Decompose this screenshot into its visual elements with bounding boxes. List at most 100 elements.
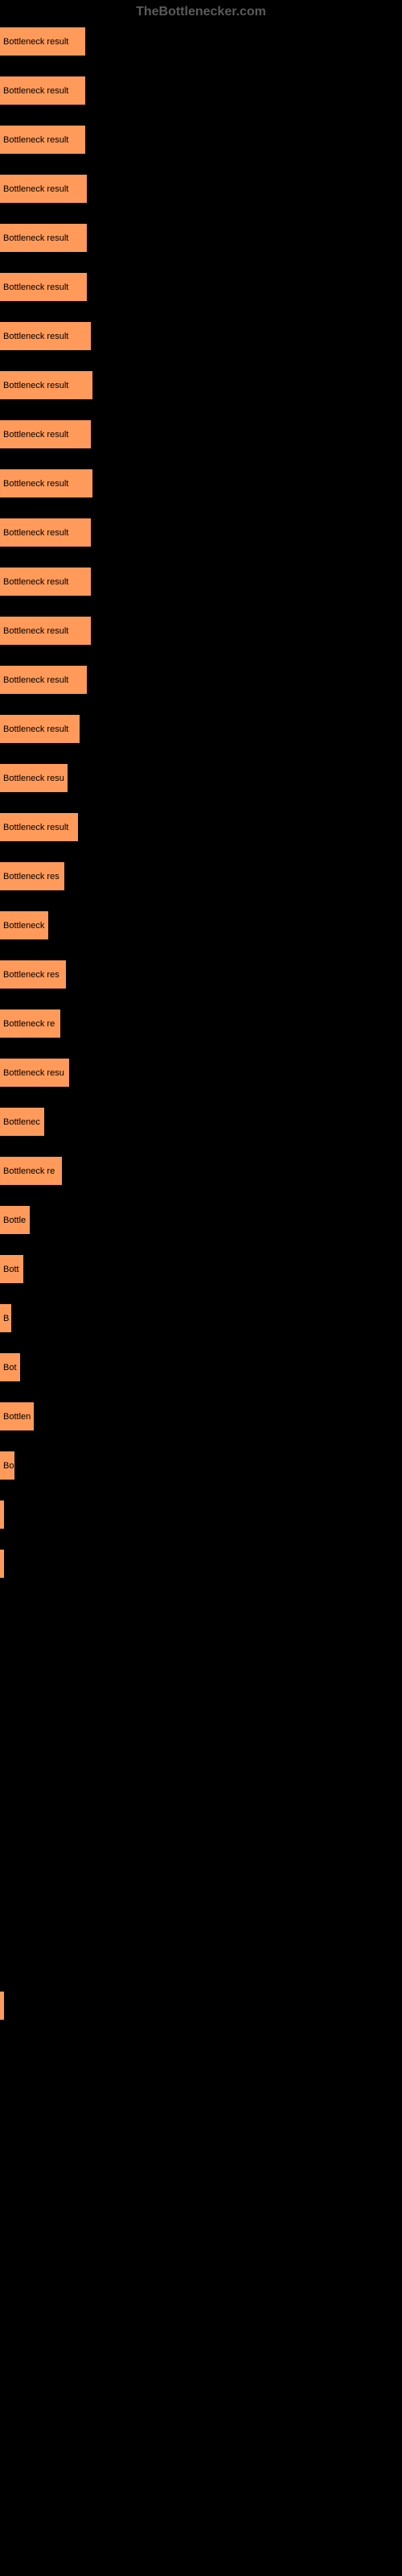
bar-row: B — [0, 1304, 402, 1332]
bar-label: Bottleneck result — [3, 724, 68, 734]
bar-label: B — [3, 1314, 9, 1323]
bar-row: Bottleneck result — [0, 175, 402, 203]
bar-label: Bot — [3, 1363, 17, 1373]
bottleneck-bar: Bottleneck result — [0, 27, 85, 56]
bottleneck-bar: Bottleneck result — [0, 715, 80, 743]
bottleneck-bar: Bottlen — [0, 1402, 34, 1430]
bottleneck-bar — [0, 1992, 4, 2020]
bar-label: Bottleneck re — [3, 1166, 55, 1176]
bar-row — [0, 1599, 402, 1627]
bottleneck-bar: Bottleneck result — [0, 273, 87, 301]
bottleneck-bar: Bottleneck res — [0, 960, 66, 989]
bar-row: Bottleneck result — [0, 273, 402, 301]
bar-label: Bottleneck result — [3, 233, 68, 243]
bar-row — [0, 1844, 402, 1872]
bar-label: Bott — [3, 1265, 19, 1274]
bottleneck-bar: Bottleneck re — [0, 1157, 62, 1185]
bar-row — [0, 1550, 402, 1578]
bar-row: Bottleneck result — [0, 27, 402, 56]
bar-label: Bottleneck result — [3, 283, 68, 292]
bar-row — [0, 2237, 402, 2265]
bar-label: Bottleneck resu — [3, 774, 64, 783]
bottleneck-bar: Bottleneck result — [0, 666, 87, 694]
bar-row — [0, 2335, 402, 2363]
bar-row: Bottleneck result — [0, 568, 402, 596]
bottleneck-bar: Bottleneck result — [0, 126, 85, 154]
bar-row: Bottleneck re — [0, 1157, 402, 1185]
bar-label: Bottleneck result — [3, 332, 68, 341]
bottleneck-bar: Bottleneck result — [0, 518, 91, 547]
bar-row: Bottleneck result — [0, 126, 402, 154]
bar-row — [0, 2483, 402, 2511]
bar-row: Bottlenec — [0, 1108, 402, 1136]
bar-label: Bottleneck result — [3, 675, 68, 685]
bar-label: Bottlen — [3, 1412, 31, 1422]
bottleneck-bar: Bottleneck result — [0, 322, 91, 350]
bar-row — [0, 1648, 402, 1676]
bar-label: Bottleneck — [3, 921, 44, 931]
bottleneck-bar: Bo — [0, 1451, 14, 1480]
bottleneck-bar: Bottleneck result — [0, 420, 91, 448]
bar-row: Bottleneck result — [0, 518, 402, 547]
bar-row: Bottleneck result — [0, 224, 402, 252]
site-header: TheBottlenecker.com — [0, 0, 402, 24]
bottleneck-bar: Bottleneck result — [0, 76, 85, 105]
bar-row — [0, 1992, 402, 2020]
bar-row — [0, 1795, 402, 1823]
bar-label: Bottleneck resu — [3, 1068, 64, 1078]
bar-label: Bottleneck result — [3, 577, 68, 587]
bottleneck-bar: Bottlenec — [0, 1108, 44, 1136]
bottleneck-bar: Bottleneck resu — [0, 1059, 69, 1087]
bar-row — [0, 1501, 402, 1529]
bar-row — [0, 2139, 402, 2167]
bottleneck-bar: Bottleneck result — [0, 469, 92, 497]
bottleneck-bar: Bottleneck resu — [0, 764, 68, 792]
bottleneck-bar: Bottleneck result — [0, 813, 78, 841]
bar-row: Bottleneck result — [0, 715, 402, 743]
bar-row: Bottleneck result — [0, 420, 402, 448]
bottleneck-chart: Bottleneck result Bottleneck result Bottle… — [0, 24, 402, 2535]
bar-label: Bottlenec — [3, 1117, 40, 1127]
bottleneck-bar: Bottleneck — [0, 911, 48, 939]
bar-row — [0, 1893, 402, 1922]
bar-row: Bottleneck res — [0, 960, 402, 989]
bar-row: Bott — [0, 1255, 402, 1283]
bar-label: Bottleneck result — [3, 479, 68, 489]
bottleneck-bar: Bottleneck result — [0, 224, 87, 252]
bar-row: Bottleneck result — [0, 322, 402, 350]
bottleneck-bar: Bottleneck result — [0, 617, 91, 645]
bar-row: Bottlen — [0, 1402, 402, 1430]
bar-label: Bottleneck result — [3, 626, 68, 636]
bar-row: Bottleneck res — [0, 862, 402, 890]
bottleneck-bar: Bot — [0, 1353, 20, 1381]
bar-row — [0, 1746, 402, 1774]
bar-row: Bottleneck resu — [0, 764, 402, 792]
bottleneck-bar: Bottle — [0, 1206, 30, 1234]
bottleneck-bar: Bott — [0, 1255, 23, 1283]
bottleneck-bar: Bottleneck result — [0, 371, 92, 399]
bar-label: Bo — [3, 1461, 14, 1471]
bar-row: Bo — [0, 1451, 402, 1480]
bar-row: Bottleneck result — [0, 813, 402, 841]
bottleneck-bar: Bottleneck result — [0, 568, 91, 596]
bar-row: Bottleneck re — [0, 1009, 402, 1038]
bar-label: Bottleneck res — [3, 872, 59, 881]
bar-label: Bottleneck result — [3, 823, 68, 832]
bottleneck-bar: Bottleneck res — [0, 862, 64, 890]
bar-row: Bottleneck result — [0, 469, 402, 497]
bar-row — [0, 2434, 402, 2462]
bar-label: Bottleneck res — [3, 970, 59, 980]
bar-label: Bottleneck result — [3, 184, 68, 194]
bar-row: Bottle — [0, 1206, 402, 1234]
bar-row: Bottleneck resu — [0, 1059, 402, 1087]
bar-row: Bot — [0, 1353, 402, 1381]
bar-row — [0, 2041, 402, 2069]
bar-row — [0, 1942, 402, 1971]
bar-row: Bottleneck result — [0, 617, 402, 645]
bar-row — [0, 2188, 402, 2216]
bar-label: Bottleneck result — [3, 528, 68, 538]
bar-label: Bottleneck result — [3, 430, 68, 440]
bar-row — [0, 2090, 402, 2118]
bottleneck-bar — [0, 1550, 4, 1578]
bar-row — [0, 2384, 402, 2413]
